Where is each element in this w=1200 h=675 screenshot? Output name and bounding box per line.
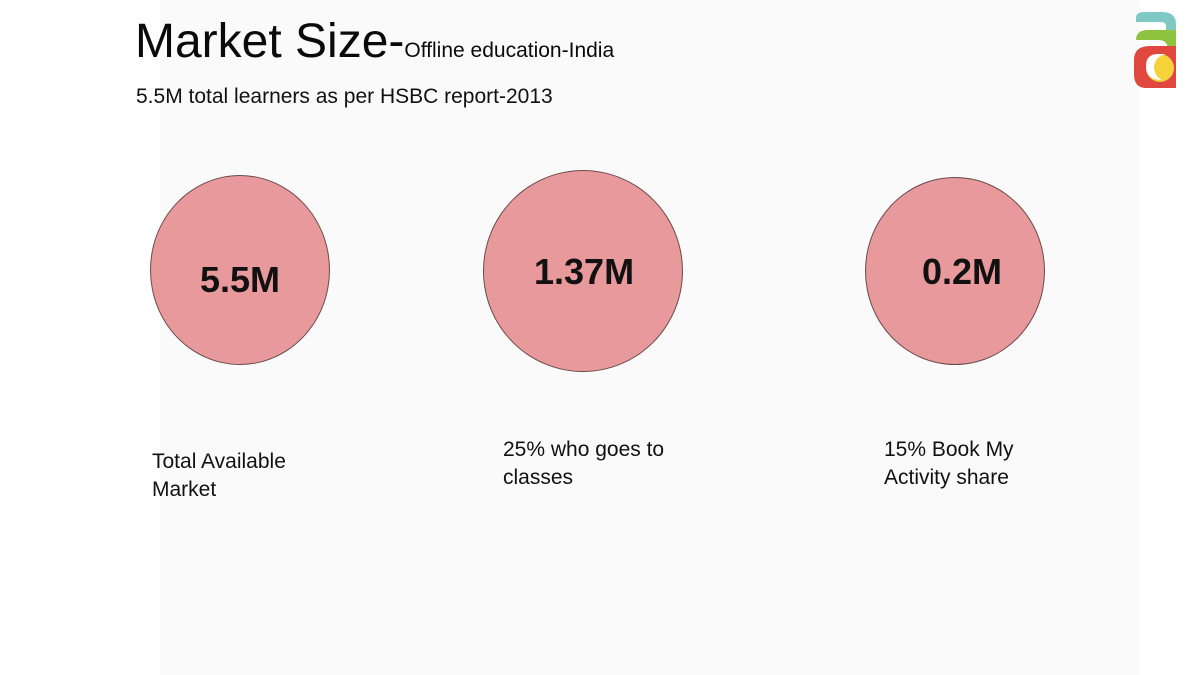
circle-value-total: 5.5M [200,259,281,300]
caption-total: Total Available Market [152,448,286,504]
title-sub: Offline education-India [404,39,615,62]
caption-classes: 25% who goes to classes [503,436,664,492]
caption-share: 15% Book My Activity share [884,436,1014,492]
caption-total-line-2: Market [152,478,217,501]
slide-subtitle: 5.5M total learners as per HSBC report-2… [136,85,553,108]
circle-value-classes: 1.37M [534,251,635,292]
caption-share-line-2: Activity share [884,466,1009,489]
slide-title: Market Size-Offline education-India [135,14,614,79]
brand-logo-a-icon [1132,10,1180,90]
caption-classes-line-2: classes [503,466,574,489]
market-circle-classes [483,170,683,372]
circle-value-share: 0.2M [922,251,1003,292]
title-main: Market Size- [135,15,405,68]
caption-total-line-1: Total Available [152,450,286,473]
market-circle-total [150,175,330,365]
caption-classes-line-1: 25% who goes to [503,438,665,461]
market-circle-share [865,177,1045,365]
caption-share-line-1: 15% Book My [884,438,1014,461]
